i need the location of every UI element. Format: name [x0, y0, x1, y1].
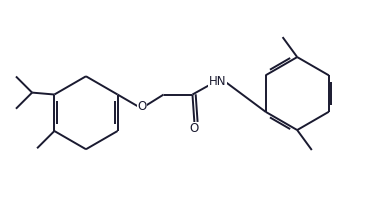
- Text: O: O: [190, 122, 199, 135]
- Text: O: O: [137, 100, 146, 113]
- Text: HN: HN: [209, 74, 226, 88]
